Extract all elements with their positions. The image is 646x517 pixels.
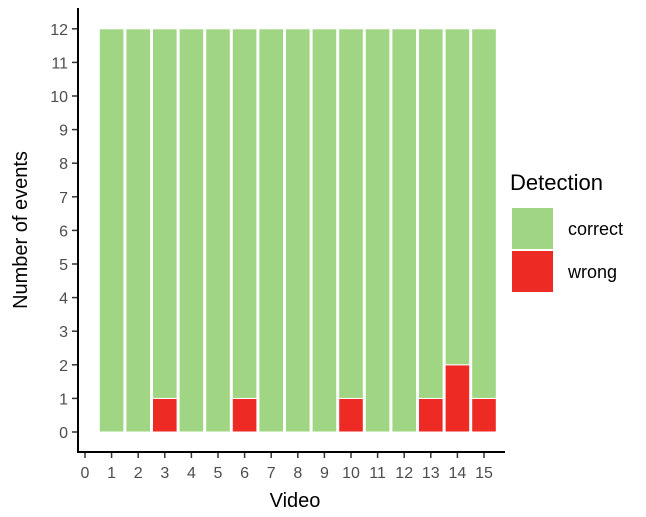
y-axis-title: Number of events [10,151,32,309]
x-axis-ticks: 0 1 2 3 4 5 6 7 8 9 10 11 12 13 14 15 [81,452,493,482]
y-tick-label: 10 [50,89,68,106]
legend-items: correct wrong [512,208,623,292]
x-axis-title: Video [270,490,321,512]
bar-correct-video-4 [178,28,205,433]
bar-correct-video-13 [418,28,444,399]
bar-correct-video-6 [231,28,258,399]
bar-correct-video-2 [125,28,152,433]
y-tick-label: 5 [59,257,68,274]
x-tick-label: 9 [320,465,329,482]
legend-title: Detection [510,170,603,195]
legend-label-correct: correct [568,219,623,239]
x-tick-label: 14 [449,465,467,482]
y-tick-label: 9 [59,123,68,140]
bar-wrong-video-13 [418,397,444,433]
x-tick-label: 6 [240,465,249,482]
y-tick-label: 2 [59,358,68,375]
bar-correct-video-3 [152,28,178,399]
bar-correct-video-7 [258,28,284,433]
y-tick-label: 4 [59,291,68,308]
bars-layer [98,28,497,433]
y-tick-label: 12 [50,22,68,39]
bar-wrong-video-10 [338,397,364,433]
y-tick-label: 7 [59,190,68,207]
bar-wrong-video-14 [444,364,471,433]
x-tick-label: 1 [107,465,116,482]
legend-swatch-correct [512,208,553,249]
x-tick-label: 12 [395,465,413,482]
y-tick-label: 6 [59,223,68,240]
bar-correct-video-5 [205,28,231,433]
bar-wrong-video-15 [471,397,497,433]
x-tick-label: 8 [293,465,302,482]
bar-wrong-video-3 [152,397,178,433]
y-tick-label: 1 [59,391,68,408]
x-tick-label: 7 [267,465,276,482]
legend-swatch-wrong [512,251,553,292]
x-tick-label: 3 [160,465,169,482]
bar-correct-video-9 [311,28,338,433]
x-tick-label: 13 [422,465,440,482]
y-tick-label: 8 [59,156,68,173]
y-tick-label: 3 [59,324,68,341]
x-tick-label: 5 [214,465,223,482]
x-tick-label: 2 [134,465,143,482]
bar-correct-video-12 [391,28,417,433]
y-tick-label: 11 [51,55,68,72]
bar-correct-video-1 [98,28,125,433]
x-tick-label: 15 [475,465,493,482]
legend-label-wrong: wrong [567,262,617,282]
legend: Detection correct wrong [510,170,623,292]
bar-correct-video-8 [285,28,311,433]
bar-correct-video-11 [364,28,391,433]
x-tick-label: 0 [81,465,90,482]
bar-correct-video-10 [338,28,364,399]
y-tick-label: 0 [59,425,68,442]
x-tick-label: 4 [187,465,196,482]
x-tick-label: 11 [369,465,386,482]
x-tick-label: 10 [342,465,360,482]
bar-wrong-video-6 [231,397,258,433]
bar-correct-video-15 [471,28,497,399]
bar-correct-video-14 [444,28,471,366]
